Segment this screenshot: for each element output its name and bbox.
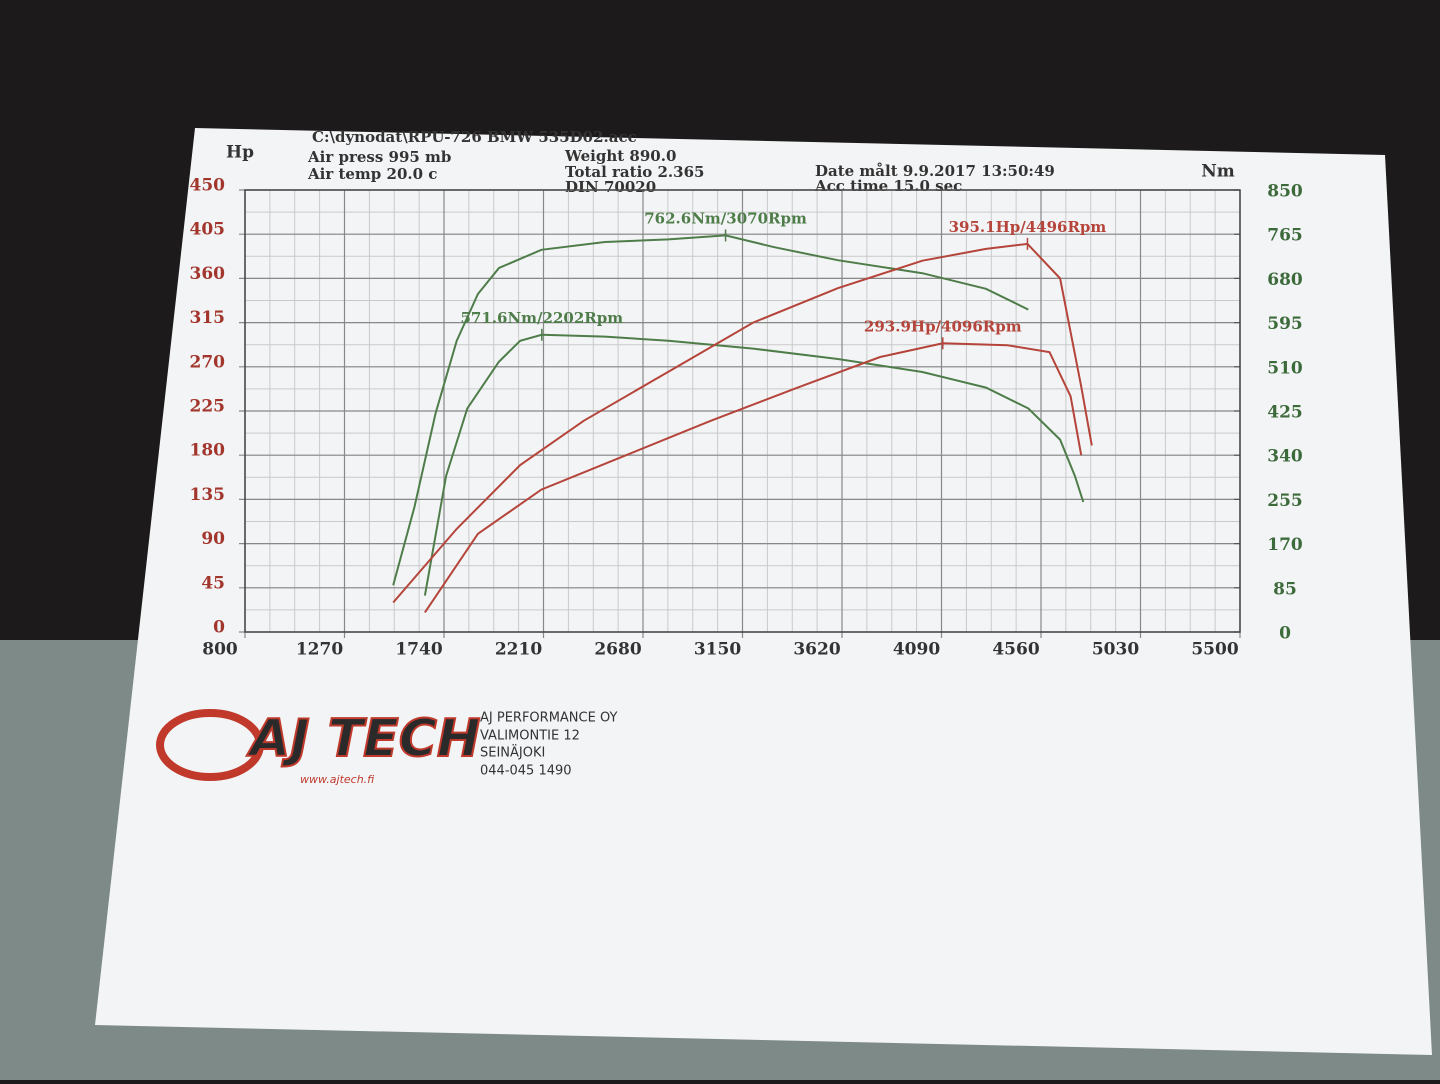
curve bbox=[424, 342, 1083, 613]
footer: AJ TECH www.ajtech.fi AJ PERFORMANCE OY … bbox=[156, 708, 617, 786]
air-press: Air press 995 mb bbox=[307, 148, 451, 166]
y2-tick-label: 680 bbox=[1267, 270, 1303, 290]
curve bbox=[392, 242, 1093, 604]
y2-tick-label: 850 bbox=[1267, 182, 1303, 202]
weight: Weight 890.0 bbox=[564, 147, 676, 165]
y-tick-label: 450 bbox=[190, 176, 226, 196]
y-tick-label: 90 bbox=[201, 529, 225, 549]
peak-label: 762.6Nm/3070Rpm bbox=[644, 209, 807, 227]
y-tick-label: 315 bbox=[190, 308, 226, 328]
y-axis-label: Hp bbox=[226, 143, 254, 163]
total-ratio: Total ratio 2.365 bbox=[565, 163, 704, 181]
logo: AJ TECH bbox=[246, 709, 480, 769]
x-tick-label: 2210 bbox=[495, 640, 542, 660]
street: VALIMONTIE 12 bbox=[480, 729, 580, 744]
y2-tick-label: 765 bbox=[1267, 226, 1303, 246]
x-tick-label: 3150 bbox=[694, 640, 741, 660]
x-tick-label: 1270 bbox=[296, 640, 343, 660]
y-tick-label: 270 bbox=[190, 352, 226, 372]
logo-gauge bbox=[156, 709, 264, 781]
y2-tick-label: 425 bbox=[1267, 403, 1303, 423]
plot-frame bbox=[244, 189, 1241, 633]
y-tick-label: 360 bbox=[190, 264, 226, 284]
x-tick-label: 2680 bbox=[594, 640, 641, 660]
paper bbox=[95, 128, 1432, 1055]
din: DIN 70020 bbox=[565, 178, 656, 196]
file-name: C:\dynodat\RPU-726 BMW 535D02.acc bbox=[312, 128, 637, 146]
y-tick-label: 0 bbox=[213, 618, 225, 638]
peak-label: 395.1Hp/4496Rpm bbox=[949, 218, 1107, 236]
peak-label: 571.6Nm/2202Rpm bbox=[461, 309, 624, 327]
x-tick-label: 3620 bbox=[793, 640, 840, 660]
acc-time: Acc time 15.0 sec bbox=[814, 177, 962, 195]
x-tick-label: 5500 bbox=[1191, 640, 1238, 660]
x-tick-label: 4090 bbox=[893, 640, 940, 660]
x-tick-label: 800 bbox=[202, 640, 238, 660]
y2-axis-label: Nm bbox=[1201, 162, 1235, 182]
logo-url: www.ajtech.fi bbox=[300, 773, 375, 786]
x-tick-label: 5030 bbox=[1092, 640, 1139, 660]
x-tick-label: 1740 bbox=[395, 640, 442, 660]
x-tick-label: 4560 bbox=[992, 640, 1039, 660]
y-tick-label: 405 bbox=[190, 220, 226, 240]
y2-tick-label: 340 bbox=[1267, 447, 1303, 467]
phone: 044-045 1490 bbox=[480, 764, 572, 779]
company: AJ PERFORMANCE OY bbox=[480, 711, 617, 726]
y2-tick-label: 595 bbox=[1267, 314, 1303, 334]
peak-label: 293.9Hp/4096Rpm bbox=[864, 317, 1022, 335]
y2-tick-label: 255 bbox=[1267, 491, 1303, 511]
y2-tick-label: 85 bbox=[1273, 579, 1297, 599]
chart: C:\dynodat\RPU-726 BMW 535D02.acc Air pr… bbox=[190, 128, 1303, 660]
city: SEINÄJOKI bbox=[480, 745, 545, 761]
y-tick-label: 135 bbox=[190, 485, 226, 505]
y-tick-label: 45 bbox=[201, 573, 225, 593]
y2-tick-label: 510 bbox=[1267, 358, 1303, 378]
date: Date målt 9.9.2017 13:50:49 bbox=[815, 162, 1055, 180]
y-tick-label: 225 bbox=[190, 397, 226, 417]
air-temp: Air temp 20.0 c bbox=[307, 165, 437, 183]
y2-tick-label: 170 bbox=[1267, 535, 1303, 555]
y-tick-label: 180 bbox=[190, 441, 226, 461]
y2-tick-label: 0 bbox=[1279, 624, 1291, 644]
curve bbox=[423, 333, 1085, 596]
